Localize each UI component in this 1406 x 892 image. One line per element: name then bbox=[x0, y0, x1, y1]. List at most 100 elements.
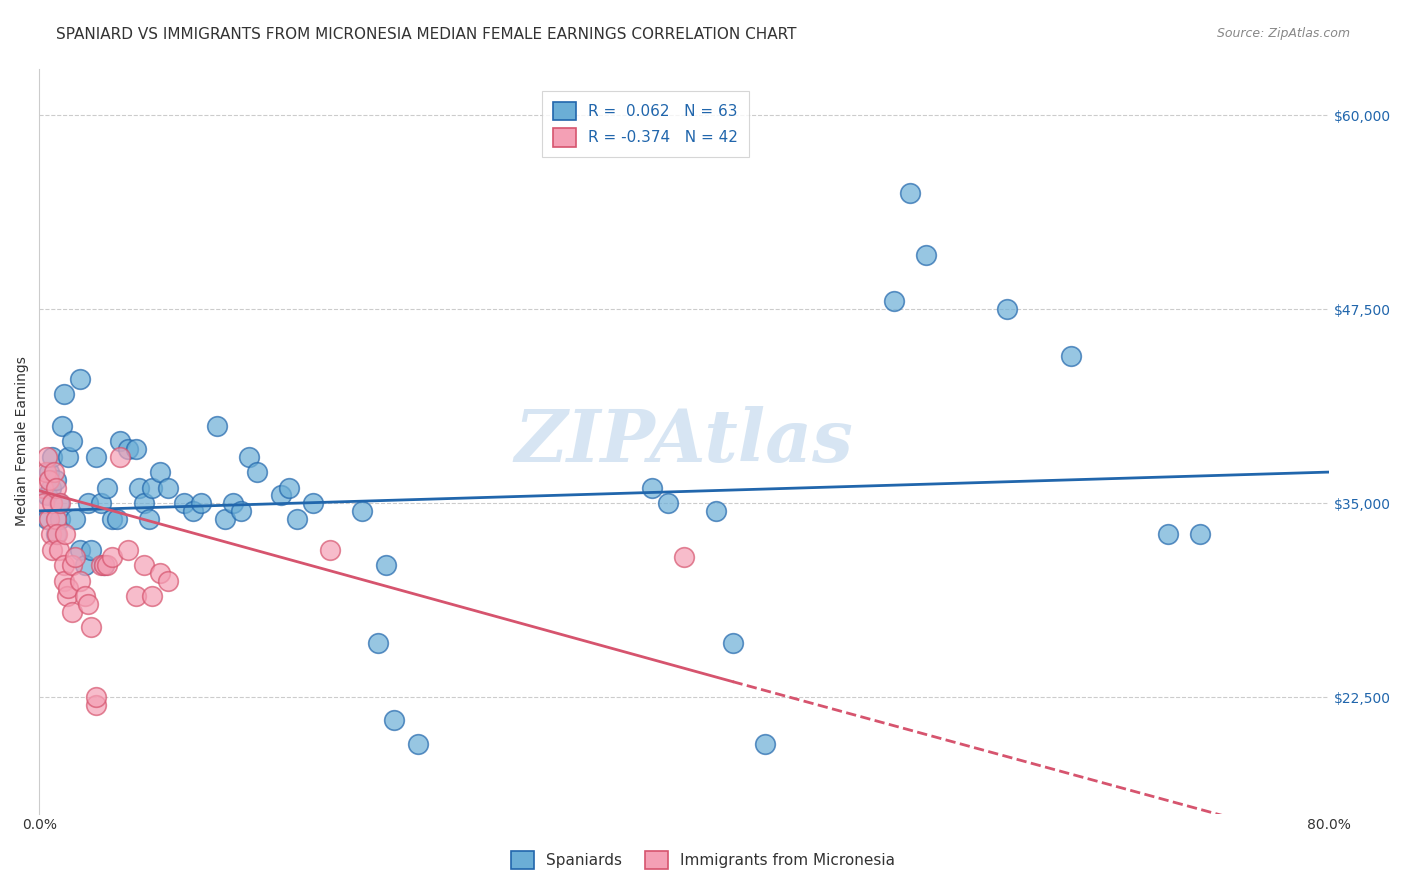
Point bbox=[41, 450, 63, 464]
Point bbox=[181, 504, 204, 518]
Point bbox=[367, 636, 389, 650]
Point bbox=[641, 481, 664, 495]
Point bbox=[58, 582, 80, 596]
Point bbox=[125, 442, 148, 456]
Point bbox=[49, 511, 72, 525]
Point bbox=[117, 442, 139, 456]
Point bbox=[37, 511, 59, 525]
Point bbox=[63, 550, 86, 565]
Point bbox=[128, 481, 150, 495]
Point bbox=[60, 605, 83, 619]
Point bbox=[141, 481, 163, 495]
Point bbox=[134, 558, 156, 573]
Point bbox=[173, 496, 195, 510]
Point bbox=[44, 481, 66, 495]
Point bbox=[141, 589, 163, 603]
Point bbox=[350, 504, 373, 518]
Point bbox=[898, 186, 921, 200]
Point bbox=[238, 450, 260, 464]
Point bbox=[48, 542, 70, 557]
Point bbox=[90, 558, 112, 573]
Point bbox=[90, 496, 112, 510]
Point bbox=[278, 481, 301, 495]
Point bbox=[37, 450, 59, 464]
Text: SPANIARD VS IMMIGRANTS FROM MICRONESIA MEDIAN FEMALE EARNINGS CORRELATION CHART: SPANIARD VS IMMIGRANTS FROM MICRONESIA M… bbox=[56, 27, 797, 42]
Point bbox=[52, 574, 75, 588]
Legend: R =  0.062   N = 63, R = -0.374   N = 42: R = 0.062 N = 63, R = -0.374 N = 42 bbox=[543, 91, 749, 157]
Point bbox=[48, 496, 70, 510]
Point bbox=[1189, 527, 1212, 541]
Point bbox=[73, 558, 96, 573]
Point bbox=[69, 574, 91, 588]
Point bbox=[60, 434, 83, 448]
Point bbox=[657, 496, 679, 510]
Point bbox=[246, 465, 269, 479]
Point bbox=[37, 488, 59, 502]
Point bbox=[214, 511, 236, 525]
Point bbox=[375, 558, 398, 573]
Point bbox=[108, 450, 131, 464]
Point bbox=[52, 387, 75, 401]
Point bbox=[302, 496, 325, 510]
Point bbox=[76, 597, 98, 611]
Point bbox=[229, 504, 252, 518]
Point bbox=[49, 496, 72, 510]
Legend: Spaniards, Immigrants from Micronesia: Spaniards, Immigrants from Micronesia bbox=[505, 845, 901, 875]
Point bbox=[138, 511, 160, 525]
Point bbox=[69, 542, 91, 557]
Point bbox=[190, 496, 212, 510]
Point bbox=[38, 465, 60, 479]
Point bbox=[32, 496, 55, 510]
Point bbox=[63, 511, 86, 525]
Point bbox=[38, 473, 60, 487]
Point bbox=[406, 737, 429, 751]
Text: Source: ZipAtlas.com: Source: ZipAtlas.com bbox=[1216, 27, 1350, 40]
Point bbox=[108, 434, 131, 448]
Point bbox=[84, 690, 107, 705]
Point bbox=[149, 566, 172, 580]
Point bbox=[39, 527, 62, 541]
Point bbox=[205, 418, 228, 433]
Point bbox=[44, 527, 66, 541]
Point bbox=[1157, 527, 1180, 541]
Point bbox=[53, 527, 76, 541]
Point bbox=[382, 714, 405, 728]
Point bbox=[46, 527, 69, 541]
Point bbox=[915, 248, 938, 262]
Point bbox=[754, 737, 776, 751]
Point bbox=[42, 465, 65, 479]
Point bbox=[93, 558, 115, 573]
Point bbox=[117, 542, 139, 557]
Point bbox=[883, 294, 905, 309]
Point bbox=[96, 481, 118, 495]
Point bbox=[721, 636, 744, 650]
Point bbox=[318, 542, 340, 557]
Point bbox=[101, 550, 124, 565]
Point bbox=[105, 511, 128, 525]
Point bbox=[69, 372, 91, 386]
Point bbox=[270, 488, 292, 502]
Point bbox=[673, 550, 696, 565]
Point bbox=[73, 589, 96, 603]
Point bbox=[134, 496, 156, 510]
Point bbox=[41, 496, 63, 510]
Point bbox=[39, 481, 62, 495]
Point bbox=[157, 481, 180, 495]
Point bbox=[60, 558, 83, 573]
Point bbox=[76, 496, 98, 510]
Y-axis label: Median Female Earnings: Median Female Earnings bbox=[15, 356, 30, 526]
Point bbox=[41, 542, 63, 557]
Point bbox=[101, 511, 124, 525]
Text: ZIPAtlas: ZIPAtlas bbox=[515, 406, 853, 476]
Point bbox=[44, 473, 66, 487]
Point bbox=[35, 465, 58, 479]
Point bbox=[56, 589, 79, 603]
Point bbox=[44, 511, 66, 525]
Point bbox=[96, 558, 118, 573]
Point bbox=[80, 620, 103, 634]
Point bbox=[125, 589, 148, 603]
Point bbox=[93, 558, 115, 573]
Point bbox=[38, 511, 60, 525]
Point bbox=[51, 418, 73, 433]
Point bbox=[52, 558, 75, 573]
